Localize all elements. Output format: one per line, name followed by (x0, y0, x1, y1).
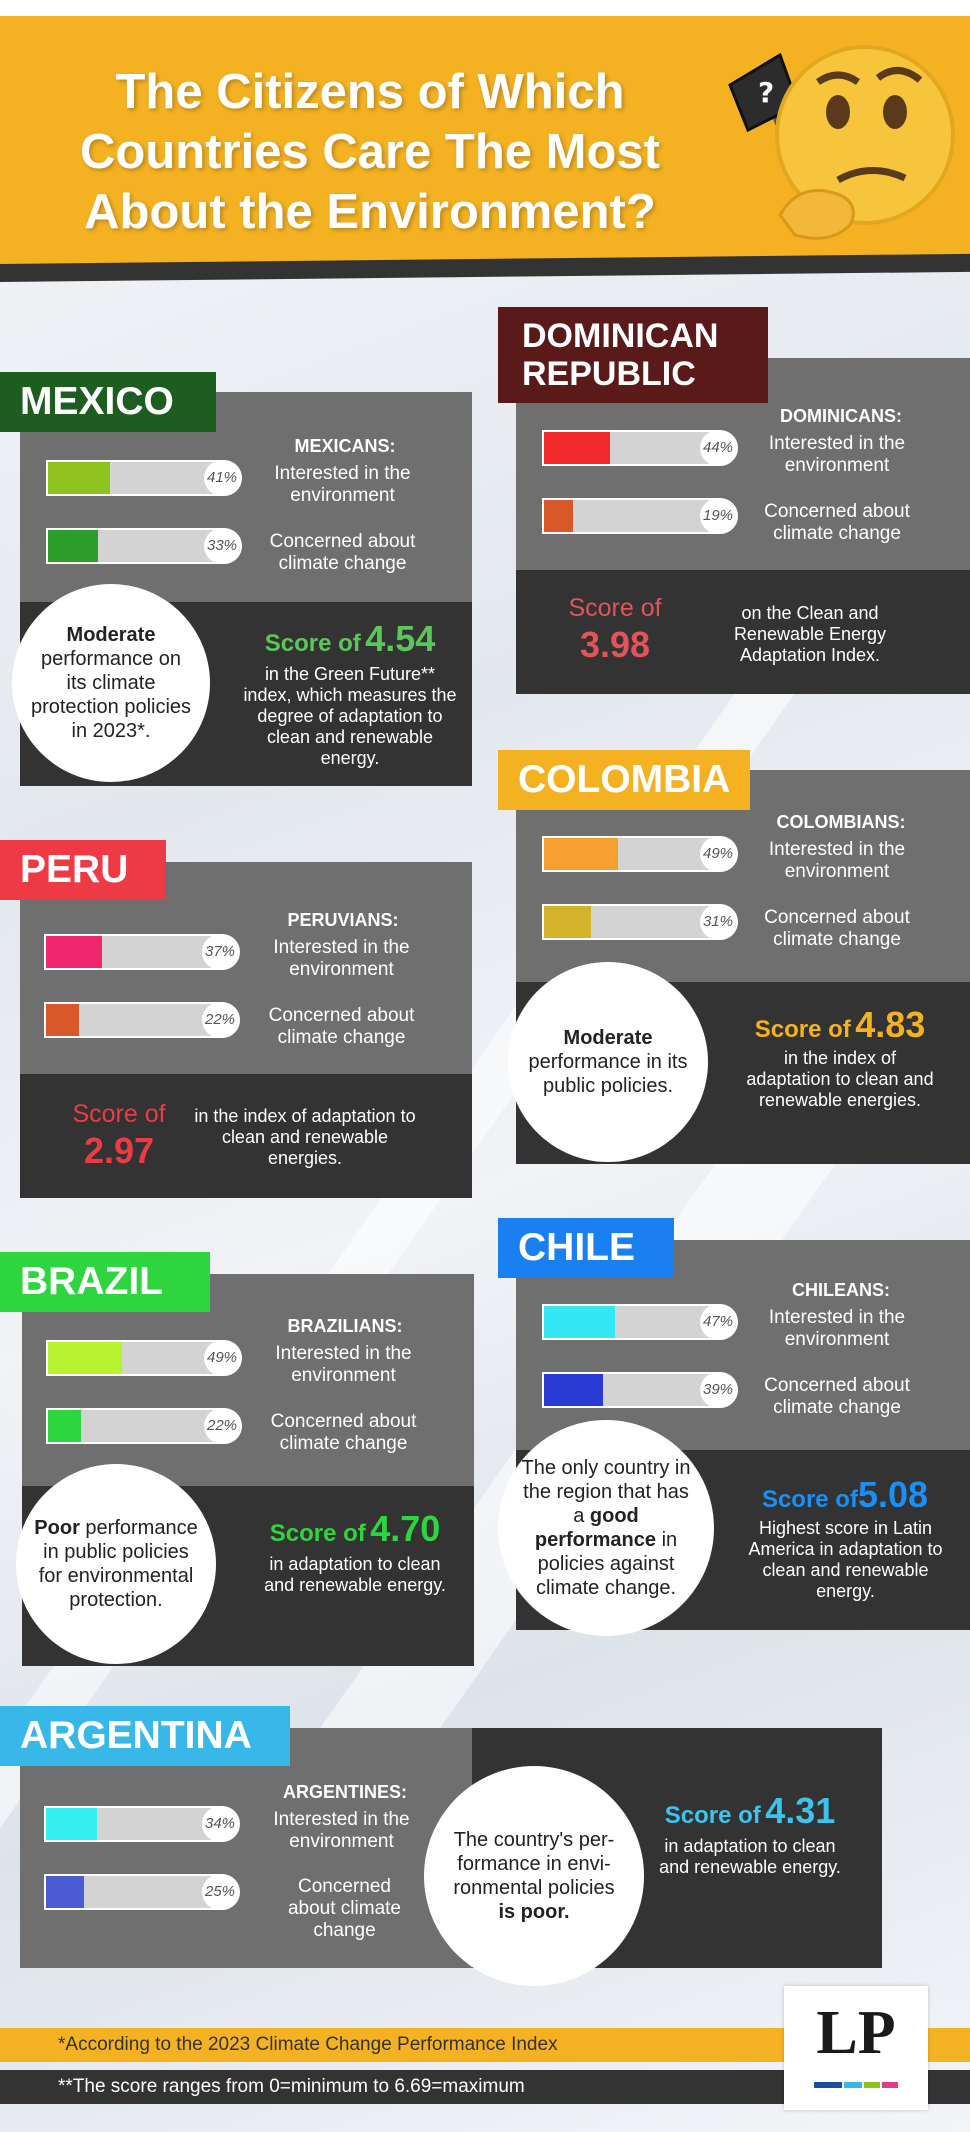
label-concerned: Concerned about climate change (764, 501, 910, 544)
bar-interested-chile: 47% (542, 1304, 738, 1340)
country-name-peru: PERU (0, 840, 166, 900)
label-interested: Interested in the environment (768, 1307, 906, 1350)
label-interested: Interested in the environment (768, 433, 906, 476)
policy-circle-chile: The only country in the region that has … (498, 1420, 714, 1636)
demonym-colombia: COLOMBIANS: (776, 812, 906, 832)
bar-interested-colombia: 49% (542, 836, 738, 872)
score-prefix-peru: Score of (72, 1100, 166, 1128)
policy-circle-argentina: The country's per-formance in envi-ronme… (424, 1766, 644, 1986)
top-strip (0, 0, 970, 16)
demonym-brazil: BRAZILIANS: (287, 1316, 403, 1336)
svg-text:?: ? (758, 76, 774, 109)
label-concerned: Concerned about climate change (764, 907, 910, 950)
bar-concerned-brazil: 22% (46, 1408, 242, 1444)
bar-concerned-argentina: 25% (44, 1874, 240, 1910)
country-name-argentina: ARGENTINA (0, 1706, 290, 1766)
score-brazil: Score of 4.70 (269, 1508, 441, 1549)
score-desc-brazil: in adaptation to clean and renewable ene… (264, 1554, 446, 1595)
score-dominican: 3.98 (579, 624, 651, 665)
country-name-chile: CHILE (498, 1218, 674, 1278)
policy-circle-mexico: Moderate performance on its climate prot… (12, 584, 210, 782)
label-concerned: Concerned about climate change (764, 1375, 910, 1418)
bar-interested-dominican: 44% (542, 430, 738, 466)
bar-concerned-mexico: 33% (46, 528, 242, 564)
score-colombia: Score of 4.83 (754, 1004, 926, 1045)
score-desc-peru: in the index of adaptation to clean and … (194, 1106, 416, 1168)
label-interested: Interested in the environment (273, 937, 410, 980)
thinking-face-flag-icon: ? (728, 45, 955, 240)
peru-card (20, 862, 472, 1198)
score-argentina: Score of 4.31 (664, 1790, 836, 1831)
country-name-brazil: BRAZIL (0, 1252, 210, 1312)
demonym-dominican: DOMINICANS: (780, 406, 902, 426)
bar-concerned-dominican: 19% (542, 498, 738, 534)
country-name-mexico: MEXICO (0, 372, 216, 432)
country-name-dominican-republic: DOMINICAN REPUBLIC (498, 307, 768, 403)
bar-interested-argentina: 34% (44, 1806, 240, 1842)
score-prefix-dominican: Score of (568, 594, 662, 622)
country-name-colombia: COLOMBIA (498, 750, 750, 810)
score-desc-argentina: in adaptation to clean and renewable ene… (659, 1836, 841, 1877)
footnote-2: **The score ranges from 0=minimum to 6.6… (58, 2076, 525, 2097)
bar-concerned-chile: 39% (542, 1372, 738, 1408)
bar-concerned-peru: 22% (44, 1002, 240, 1038)
label-concerned: Concerned about climate change (268, 1005, 415, 1048)
score-desc-mexico: in the Green Future** index, which measu… (243, 664, 457, 768)
label-interested: Interested in the environment (274, 463, 411, 506)
score-desc-colombia: in the index of adaptation to clean and … (746, 1048, 934, 1110)
policy-circle-colombia: Moderate performance in its public polic… (508, 962, 708, 1162)
bar-concerned-colombia: 31% (542, 904, 738, 940)
label-interested: Interested in the environment (273, 1809, 410, 1852)
label-concerned: Concerned about climate change (270, 1411, 417, 1454)
lp-logo: LP (784, 1986, 928, 2110)
bar-interested-peru: 37% (44, 934, 240, 970)
bar-interested-brazil: 49% (46, 1340, 242, 1376)
score-desc-chile: Highest score in Latin America in adapta… (748, 1518, 943, 1601)
label-concerned: Concerned about climate change (287, 1876, 401, 1941)
demonym-mexico: MEXICANS: (294, 436, 396, 456)
label-interested: Interested in the environment (275, 1343, 412, 1386)
demonym-argentina: ARGENTINES: (282, 1782, 407, 1802)
policy-circle-brazil: Poor performance in public policies for … (16, 1464, 216, 1664)
score-mexico: Score of 4.54 (264, 618, 436, 659)
demonym-peru: PERUVIANS: (287, 910, 399, 930)
demonym-chile: CHILEANS: (792, 1280, 890, 1300)
page-title: The Citizens of Which Countries Care The… (80, 65, 660, 239)
score-desc-dominican: on the Clean and Renewable Energy Adapta… (733, 603, 887, 665)
label-concerned: Concerned about climate change (269, 531, 416, 574)
footnote-1: *According to the 2023 Climate Change Pe… (58, 2034, 558, 2055)
score-peru: 2.97 (83, 1130, 155, 1171)
score-chile: Score of5.08 (761, 1474, 929, 1515)
label-interested: Interested in the environment (768, 839, 906, 882)
bar-interested-mexico: 41% (46, 460, 242, 496)
